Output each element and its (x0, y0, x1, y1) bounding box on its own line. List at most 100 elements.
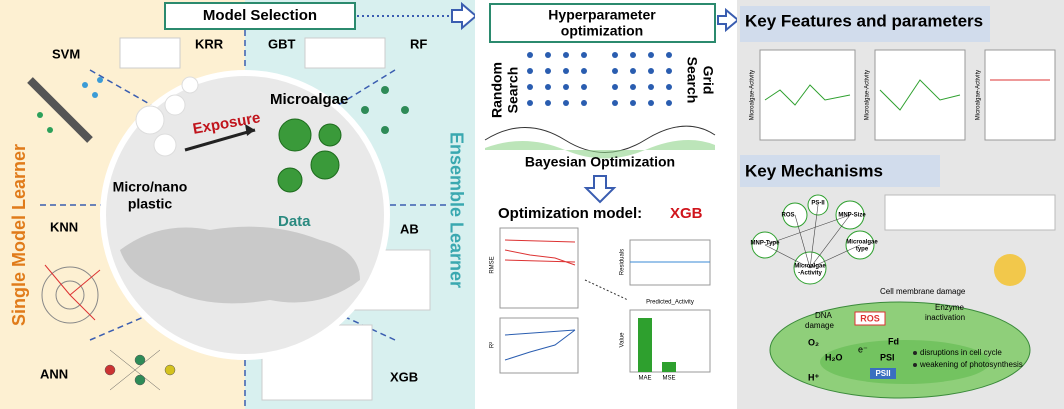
shape (874, 49, 966, 141)
label: Model Selection (203, 7, 317, 24)
label: Grid (700, 66, 716, 95)
shape (545, 84, 551, 90)
label: H₂O (825, 352, 843, 362)
label: Micro/nano (113, 179, 188, 195)
knn-icon (41, 264, 101, 324)
label: Microalgae (270, 91, 348, 108)
label: Key Features and parameters (745, 11, 983, 30)
label: ANN (40, 366, 68, 381)
shape (581, 100, 587, 106)
label: DNA (815, 311, 833, 320)
shape (310, 150, 340, 180)
label: plastic (128, 196, 173, 212)
label: AB (400, 221, 419, 236)
shape (666, 68, 672, 74)
shape (563, 68, 569, 74)
label: Search (684, 57, 700, 104)
label: Hyperparameter (548, 7, 656, 23)
arrow (451, 1, 478, 31)
shape (648, 84, 654, 90)
label: disruptions in cell cycle (920, 348, 1002, 357)
network-edges (764, 204, 861, 269)
label: MSE (662, 376, 675, 382)
shape (612, 52, 618, 58)
shape (135, 105, 165, 135)
map (120, 226, 360, 304)
label: Data (278, 213, 311, 230)
label: RF (410, 36, 427, 51)
shape (545, 68, 551, 74)
shape (164, 364, 176, 376)
label: Enzyme (935, 303, 964, 312)
label: Microalgae (794, 264, 826, 270)
plastic-particles (135, 76, 199, 157)
label: KNN (50, 219, 78, 234)
shape (630, 52, 636, 58)
bullet (913, 363, 917, 367)
rf-icon (361, 86, 409, 134)
label: XGB (390, 369, 418, 384)
shape (648, 52, 654, 58)
r2-chart (499, 317, 579, 374)
bar (638, 318, 652, 372)
label: inactivation (925, 313, 965, 322)
label: Value (620, 332, 626, 348)
shape (278, 118, 312, 152)
feature-strip (884, 194, 1056, 231)
label: Fd (888, 336, 899, 346)
label: O₂ (808, 337, 819, 347)
arrowhead (245, 124, 255, 136)
label: weakening of photosynthesis (919, 360, 1023, 369)
label: MNP-Size (838, 213, 866, 219)
label: Search (505, 67, 521, 114)
shape (104, 364, 116, 376)
arrow (717, 7, 740, 33)
shape (109, 349, 161, 391)
header-box (164, 2, 356, 30)
shape (41, 266, 99, 324)
label: Microalgae-Activity (865, 70, 871, 120)
label: Random (489, 62, 505, 118)
shape (37, 112, 43, 118)
shape (134, 374, 146, 386)
shape (181, 76, 199, 94)
label: PSI (880, 352, 895, 362)
shape (648, 68, 654, 74)
chart-lines (504, 239, 576, 266)
shape (527, 84, 533, 90)
svm-icon (27, 77, 103, 143)
label: Cell membrane damage (880, 287, 966, 296)
bar (662, 362, 676, 372)
shape (27, 77, 93, 143)
shape (984, 49, 1056, 141)
header-bg (740, 6, 990, 42)
header-bg (740, 155, 940, 187)
label: Optimization model: (498, 205, 642, 222)
label: damage (805, 321, 834, 330)
shape (581, 52, 587, 58)
ann-icon (104, 349, 176, 391)
algae-cells (277, 118, 342, 193)
label: optimization (561, 23, 643, 39)
label: Predicted_Activity (646, 300, 694, 306)
thylakoid (820, 340, 990, 384)
shape (545, 100, 551, 106)
shape (581, 84, 587, 90)
shape (879, 79, 961, 111)
shape (92, 92, 98, 98)
label: Microalgae-Activity (750, 70, 756, 120)
shape (630, 68, 636, 74)
shape (612, 68, 618, 74)
bullet (913, 351, 917, 355)
shape (563, 100, 569, 106)
label: Microalgae-Activity (976, 70, 982, 120)
shape (318, 123, 342, 147)
shape (361, 106, 369, 114)
krr-icon (119, 37, 181, 69)
shape: SVM KRR GBT RF KNN AB ANN XGB (40, 36, 427, 384)
shape (630, 84, 636, 90)
label: Single Model Learner (9, 144, 29, 326)
shape (759, 49, 856, 141)
label: ROS (781, 213, 794, 219)
